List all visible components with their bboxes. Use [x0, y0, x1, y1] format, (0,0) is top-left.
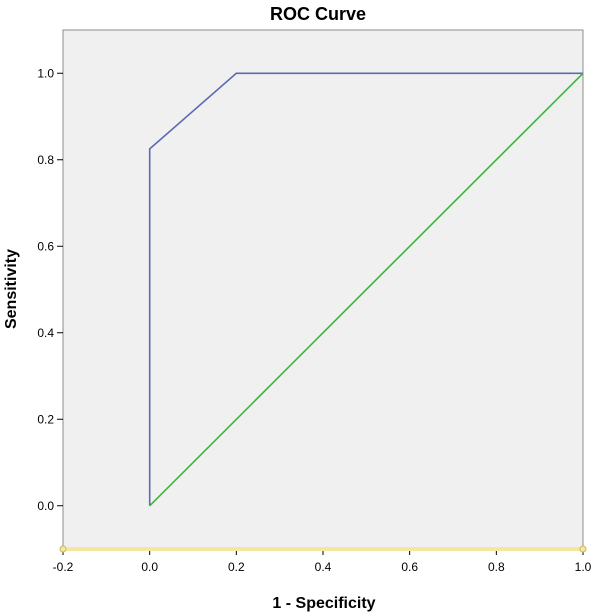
series-layer [148, 72, 584, 507]
x-tick-label: -0.2 [53, 560, 74, 574]
roc-curve-line [148, 72, 583, 506]
y-tick-label: 0.0 [37, 499, 54, 513]
x-tick-label: 0.2 [228, 560, 245, 574]
y-tick-label: 0.2 [37, 412, 54, 426]
x-tick-label: 0.0 [141, 560, 158, 574]
plot-area [62, 29, 584, 550]
x-axis: -0.2 0.0 0.2 0.4 0.6 0.8 1.0 [53, 549, 592, 574]
baseline-cap-right [579, 545, 587, 553]
x-tick-label: 1.0 [575, 560, 592, 574]
x-axis-label: 1 - Specificity [272, 595, 375, 612]
chart-title: ROC Curve [270, 4, 366, 24]
y-tick-label: 1.0 [37, 66, 54, 80]
y-tick-label: 0.8 [37, 153, 54, 167]
x-tick-label: 0.6 [401, 560, 418, 574]
y-axis: 0.0 0.2 0.4 0.6 0.8 1.0 [37, 66, 63, 513]
baseline-cap-left [59, 545, 67, 553]
reference-diagonal-line [149, 72, 584, 507]
y-tick-label: 0.4 [37, 326, 54, 340]
y-axis-label: Sensitivity [3, 249, 20, 329]
y-tick-label: 0.6 [37, 239, 54, 253]
x-tick-label: 0.8 [488, 560, 505, 574]
x-tick-label: 0.4 [315, 560, 332, 574]
